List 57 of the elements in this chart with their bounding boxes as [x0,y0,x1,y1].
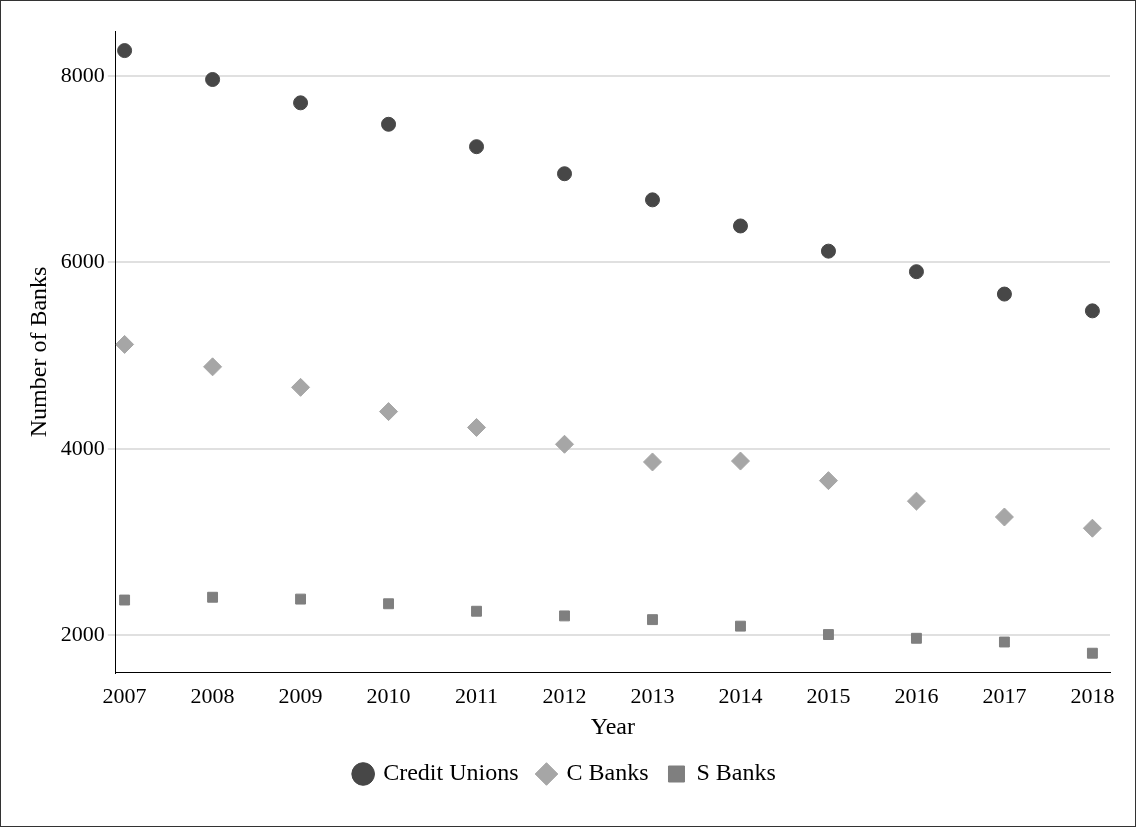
x-tick-label: 2012 [542,682,587,708]
x-tick-label: 2014 [718,682,763,708]
point [647,614,658,626]
legend-label: S Banks [696,759,776,786]
point [115,334,135,354]
point [994,507,1014,527]
point [207,591,219,603]
point [820,243,836,259]
y-tick-label: 4000 [60,434,105,460]
point [818,471,838,491]
point [555,434,575,454]
x-tick-label: 2015 [806,682,851,708]
point [1086,647,1098,659]
x-tick-label: 2008 [190,682,235,708]
point [908,264,924,280]
point [203,357,223,377]
point [644,192,660,208]
point [381,116,397,132]
point [998,636,1010,648]
point [910,632,922,644]
point [469,139,485,155]
point [205,72,221,88]
point [291,377,311,397]
x-tick-label: 2013 [630,682,675,708]
point [293,95,309,111]
point [119,594,131,606]
point [557,166,573,182]
point [471,605,482,617]
y-tick-label: 8000 [60,61,105,87]
point [295,593,307,605]
y-axis-title: Number of Banks [24,266,51,438]
legend-label: Credit Unions [383,759,519,786]
x-tick-label: 2010 [366,682,411,708]
point [383,598,394,610]
point [117,43,133,59]
y-tick-label: 2000 [60,621,105,647]
point [906,491,926,511]
point [735,620,746,632]
point [642,452,662,472]
legend-label: C Banks [566,759,649,786]
x-tick-label: 2017 [982,682,1027,708]
point [730,451,750,471]
x-axis-title: Year [590,712,636,739]
x-tick-label: 2007 [102,682,147,708]
x-tick-label: 2009 [278,682,323,708]
x-tick-label: 2018 [1070,682,1115,708]
point [1084,303,1100,319]
point [379,402,399,422]
point [823,629,834,640]
point [1082,518,1102,538]
point [996,286,1012,302]
point [559,610,570,622]
point [467,417,487,437]
x-tick-label: 2011 [454,682,499,708]
x-tick-label: 2016 [894,682,939,708]
point [732,218,748,234]
y-tick-label: 6000 [60,248,105,274]
